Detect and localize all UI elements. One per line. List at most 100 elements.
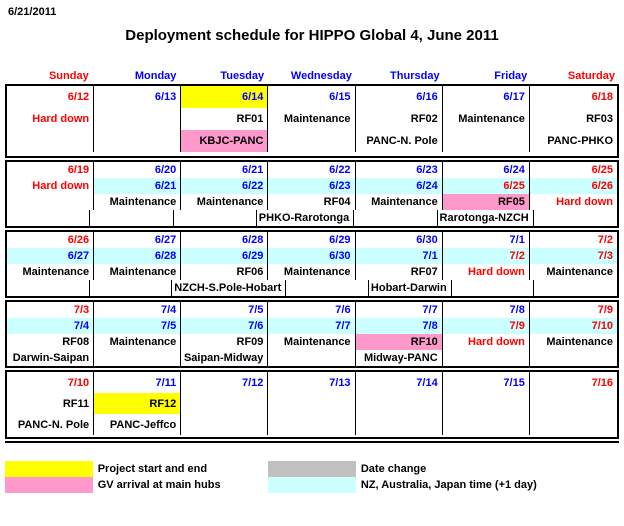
week-block: 6/19 6/20 6/21 6/22 6/23 6/24 6/25 Hard down 6/2… — [5, 160, 619, 228]
cell-text: RF06 — [236, 266, 264, 278]
legend-row: GV arrival at main hubs NZ, Australia, Ja… — [5, 477, 619, 493]
cell-text: 7/2 — [509, 250, 525, 262]
calendar-cell: PHKO-Rarotonga — [256, 210, 355, 226]
cell-text: 7/12 — [242, 376, 264, 389]
cell-text: 6/28 — [154, 250, 177, 262]
cell-text: Maintenance — [371, 196, 438, 208]
cell-text: 6/25 — [503, 180, 525, 192]
calendar-cell — [268, 414, 356, 435]
legend-label: GV arrival at main hubs — [97, 479, 221, 491]
cell-text: Maintenance — [546, 266, 613, 278]
calendar-cell: RF05 — [442, 194, 530, 210]
cell-text: RF03 — [586, 113, 613, 125]
calendar-cell: 6/16 — [356, 86, 443, 108]
calendar-cell: RF08 — [7, 334, 95, 350]
calendar-row: Maintenance Maintenance RF06 Maintenance RF0… — [7, 264, 617, 280]
calendar-cell: 7/6 — [268, 302, 356, 318]
cell-text: 6/30 — [329, 250, 351, 262]
calendar-cell: 6/12 — [7, 86, 95, 108]
calendar-cell — [181, 414, 269, 435]
calendar-cell — [181, 393, 269, 414]
calendar-cell: PANC-N. Pole — [356, 130, 443, 152]
calendar-cell: Maintenance — [356, 194, 443, 210]
week-block: 7/3 7/4 7/5 7/6 7/7 7/8 7/9 7/4 7/5 7/6 7/7 7/8 7/9 7… — [5, 300, 619, 368]
calendar-cell — [356, 393, 443, 414]
cell-text: PHKO-Rarotonga — [256, 212, 350, 224]
cell-text: Maintenance — [458, 113, 525, 125]
day-header-row: Sunday Monday Tuesday Wednesday Thursday Frid… — [5, 68, 619, 84]
calendar-cell: 7/2 — [530, 232, 617, 248]
cell-text: 7/1 — [422, 250, 438, 262]
calendar-cell — [443, 393, 530, 414]
cell-text: 6/27 — [67, 250, 90, 262]
calendar-cell: Hard down — [7, 178, 95, 194]
calendar-cell: 7/6 — [181, 318, 269, 334]
calendar-cell: RF02 — [356, 108, 443, 130]
calendar-cell — [7, 130, 95, 152]
cell-text: Saipan-Midway — [181, 352, 264, 364]
calendar-row: PANC-N. Pole PANC-Jeffco — [7, 414, 617, 435]
cell-text: 6/24 — [503, 164, 525, 176]
cell-text: RF10 — [410, 336, 438, 348]
calendar-cell: 6/23 — [356, 162, 443, 178]
calendar-cell: 7/10 — [7, 372, 95, 393]
schedule-table: Sunday Monday Tuesday Wednesday Thursday Frid… — [5, 68, 619, 443]
cell-text: 7/9 — [509, 320, 525, 332]
calendar-cell: 7/8 — [443, 302, 530, 318]
calendar-cell: 6/30 — [356, 232, 443, 248]
calendar-cell: 7/16 — [530, 372, 617, 393]
calendar-cell: 6/24 — [443, 162, 530, 178]
cell-text: 6/26 — [67, 234, 90, 246]
calendar-cell: 6/30 — [268, 248, 356, 264]
calendar-cell: 6/21 — [181, 162, 269, 178]
calendar-cell: 6/27 — [94, 232, 182, 248]
calendar-cell — [286, 280, 369, 296]
calendar-cell: 6/26 — [7, 232, 95, 248]
legend-label: NZ, Australia, Japan time (+1 day) — [360, 479, 537, 491]
cell-text: 7/10 — [591, 320, 613, 332]
cell-text: 7/11 — [155, 376, 177, 389]
calendar-row: 7/3 7/4 7/5 7/6 7/7 7/8 7/9 — [7, 302, 617, 318]
legend-swatch-pink — [5, 477, 93, 493]
calendar-cell — [530, 393, 617, 414]
calendar-row: 6/19 6/20 6/21 6/22 6/23 6/24 6/25 — [7, 162, 617, 178]
calendar-cell — [530, 414, 617, 435]
calendar-cell: 6/13 — [94, 86, 182, 108]
calendar-cell: 6/18 — [530, 86, 617, 108]
calendar-cell — [443, 414, 530, 435]
cell-text: 6/25 — [591, 164, 613, 176]
calendar-cell: Maintenance — [443, 108, 530, 130]
calendar-cell: 6/21 — [94, 178, 182, 194]
legend-label: Project start and end — [97, 463, 208, 475]
calendar-cell: 6/28 — [94, 248, 182, 264]
calendar-cell: 6/26 — [529, 178, 617, 194]
cell-text: 6/22 — [242, 180, 264, 192]
cell-text: RF11 — [62, 397, 90, 410]
calendar-cell: Maintenance — [530, 334, 617, 350]
calendar-cell: 7/12 — [181, 372, 269, 393]
week-block: 6/12 6/13 6/14 6/15 6/16 6/17 6/18 Hard down RF0… — [5, 84, 619, 158]
calendar-cell: Midway-PANC — [356, 350, 443, 366]
cell-text: 6/28 — [242, 234, 264, 246]
cell-text: 6/13 — [154, 91, 177, 103]
calendar-cell: RF04 — [268, 194, 356, 210]
cell-text: 7/6 — [335, 304, 351, 316]
legend-row: Project start and end Date change — [5, 461, 619, 477]
calendar-cell: Hard down — [443, 334, 530, 350]
cell-text: 7/4 — [160, 304, 177, 316]
legend-label: Date change — [360, 463, 427, 475]
calendar-row: 7/10 7/11 7/12 7/13 7/14 7/15 7/16 — [7, 372, 617, 393]
calendar-cell — [94, 130, 182, 152]
day-header-friday: Friday — [494, 70, 528, 82]
calendar-cell: 6/23 — [268, 178, 356, 194]
calendar-cell: RF07 — [356, 264, 443, 280]
cell-text: RF01 — [236, 113, 264, 125]
calendar-row: 6/12 6/13 6/14 6/15 6/16 6/17 6/18 — [7, 86, 617, 108]
calendar-cell — [356, 414, 443, 435]
cell-text: RF04 — [323, 196, 351, 208]
calendar-cell: 7/13 — [268, 372, 356, 393]
cell-text: RF09 — [236, 336, 264, 348]
cell-text: 7/4 — [73, 320, 90, 332]
calendar-cell: 6/27 — [7, 248, 95, 264]
legend-swatch-cyan — [268, 477, 356, 493]
